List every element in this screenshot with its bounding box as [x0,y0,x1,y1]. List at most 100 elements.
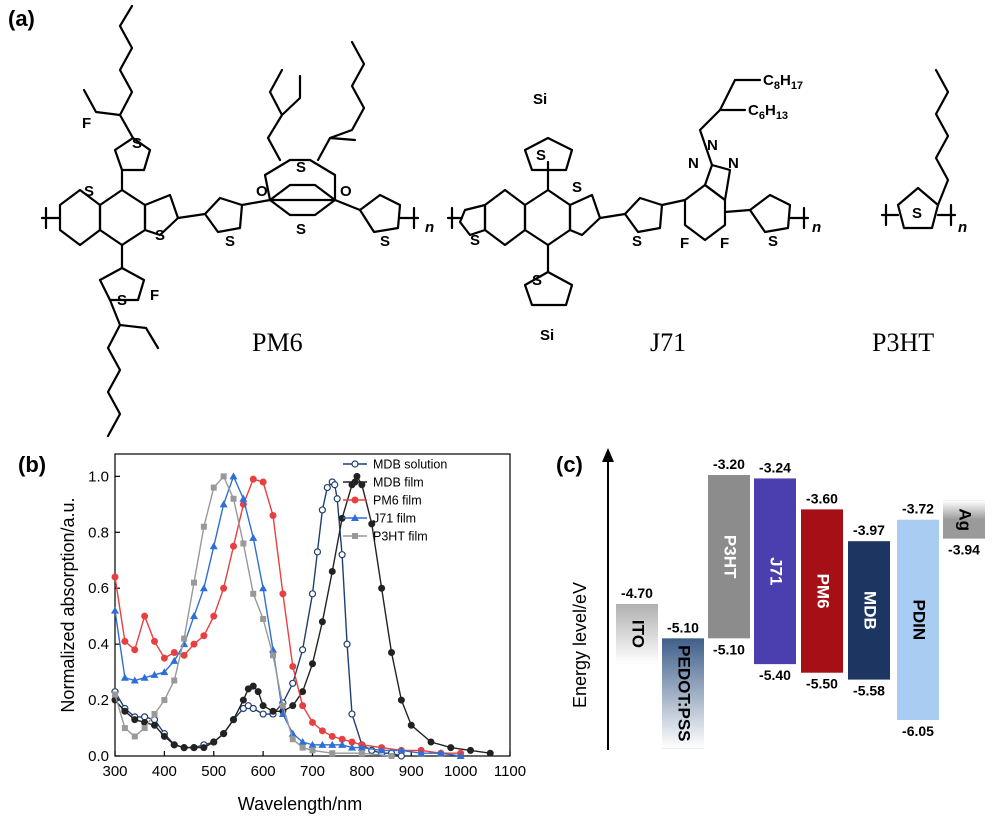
x-tick-label: 700 [300,763,325,780]
pm6-sulfur-8: S [380,233,390,250]
chemical-structures: F S S S S F S S O O S S n Si S S S S Si … [0,0,1000,440]
energy-bottom-value: -3.94 [948,542,980,558]
energy-bottom-value: -5.10 [713,641,745,657]
data-point [152,638,158,644]
x-tick-label: 600 [251,763,276,780]
data-point [181,745,187,751]
legend-item: P3HT film [343,530,428,544]
energy-bar-pm6: PM6-3.60-5.50 [801,490,843,691]
j71-sulfur-3: S [470,232,480,249]
pm6-fluorine-bottom: F [150,287,159,304]
energy-bar-name: J71 [767,557,786,585]
data-point [250,476,256,482]
x-tick-label: 1100 [494,763,526,780]
data-point [300,689,306,695]
data-point [181,652,187,658]
data-point [259,584,267,591]
series-1 [112,473,493,756]
data-point [190,612,198,619]
j71-sulfur-4: S [532,272,542,289]
data-point [359,750,365,756]
energy-bottom-value: -5.50 [806,676,838,692]
data-point [231,543,237,549]
j71-side-chain-1: C8H17 [763,72,803,92]
data-point [408,722,414,728]
legend-label: PM6 film [373,494,422,508]
data-point [250,591,256,597]
data-point [201,524,207,530]
data-point [344,641,350,647]
data-point [270,708,276,714]
y-axis-label: Normalized absorption/a.u. [58,497,78,712]
j71-repeat-n: n [812,219,821,236]
absorption-chart: 300 400 500 600 700 800 900 1000 11000.00.20.40.… [0,440,540,818]
data-point [112,691,118,697]
data-point [389,753,395,759]
series-group [111,472,493,759]
j71-sulfur-1: S [536,147,546,164]
pm6-sulfur-4: S [117,292,127,309]
energy-bar-ag: Ag -3.94 [943,501,985,558]
data-point [231,717,237,723]
data-point [250,705,256,711]
legend-item: MDB solution [343,458,447,472]
x-tick-label: 1000 [444,763,477,780]
data-point [349,711,355,717]
pm6-structure [42,6,418,436]
data-point [260,711,266,717]
data-point [329,568,335,574]
plot-frame [115,454,510,756]
y-tick-label: 0.0 [88,748,109,765]
energy-top-value: -3.72 [902,501,934,517]
j71-silicon-top: Si [533,91,547,108]
data-point [428,739,434,745]
energy-bar-name: MDB [861,591,880,630]
data-point [231,496,237,502]
j71-nitrogen-1: N [688,155,699,172]
data-point [468,747,474,753]
energy-bar-j71: J71-3.24-5.40 [754,459,796,683]
energy-top-value: -3.20 [713,456,745,472]
data-point [379,585,385,591]
j71-nitrogen-2: N [707,137,718,154]
legend-label: J71 film [373,512,416,526]
legend: MDB solutionMDB filmPM6 filmJ71 filmP3HT… [343,458,447,544]
energy-bars: ITO-4.70PEDOT:PSS-5.10P3HT-3.20-5.10J71-… [616,456,985,748]
data-point [310,719,316,725]
pm6-sulfur-5: S [225,233,235,250]
data-point [211,739,217,745]
data-point [142,725,148,731]
data-point [132,733,138,739]
data-point [170,657,178,664]
energy-bar-pdin: PDIN-3.72-6.05 [897,501,939,739]
p3ht-name: P3HT [872,328,934,358]
energy-bar-name: Ag [956,508,975,531]
data-point [319,507,325,513]
data-point [132,717,138,723]
data-point [191,580,197,586]
data-point [220,500,228,507]
data-point [300,647,306,653]
data-point [191,745,197,751]
data-point [171,650,177,656]
data-point [398,697,404,703]
pm6-oxygen-2: O [340,183,352,200]
data-point [200,584,208,591]
energy-top-value: -5.10 [667,619,699,635]
data-point [280,703,286,709]
energy-axis-label: Energy level/eV [570,582,590,708]
y-tick-label: 0.2 [88,692,109,709]
j71-nitrogen-3: N [728,155,739,172]
data-point [122,708,128,714]
j71-sulfur-6: S [768,233,778,250]
data-point [201,633,207,639]
data-point [221,731,227,737]
energy-bar-mdb: MDB -3.97 -5.58 [848,522,890,698]
data-point [448,745,454,751]
data-point [300,703,306,709]
j71-silicon-bottom: Si [540,327,554,344]
data-point [354,473,360,479]
energy-bar-p3ht: P3HT-3.20-5.10 [708,456,750,657]
pm6-repeat-n: n [425,219,434,236]
data-point [152,722,158,728]
